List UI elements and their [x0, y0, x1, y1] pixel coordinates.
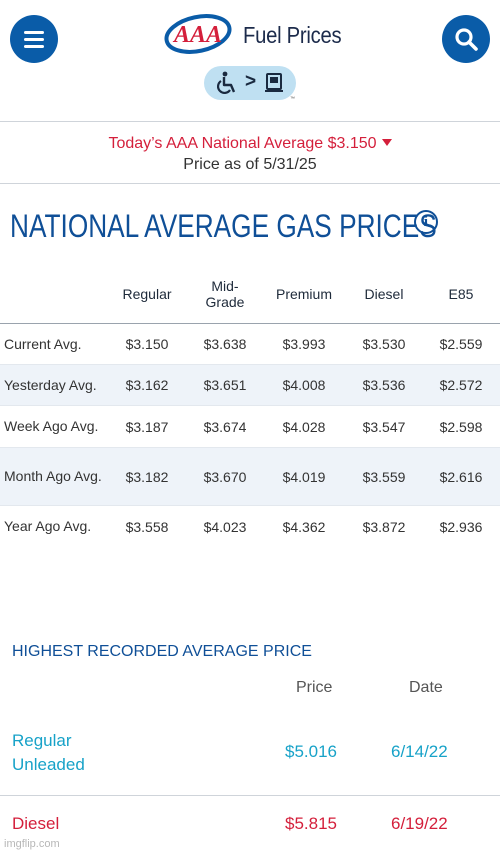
price-cell: $4.019	[282, 468, 326, 485]
price-cell: $2.572	[439, 377, 483, 393]
highest-price: $5.016	[285, 742, 337, 761]
price-cell: $3.536	[362, 377, 406, 393]
search-icon	[455, 28, 478, 51]
hamburger-bar	[24, 45, 44, 48]
price-cell: $2.616	[439, 468, 483, 485]
device-icon	[265, 73, 283, 92]
price-cell: $4.023	[203, 518, 247, 535]
accessibility-separator: >	[245, 71, 257, 92]
price-cell: $3.187	[125, 418, 169, 435]
highest-price: $5.815	[285, 814, 337, 833]
price-cell: $4.028	[282, 418, 326, 435]
row-label: Month Ago Avg.	[4, 468, 102, 484]
search-button[interactable]	[442, 15, 490, 63]
highest-date: 6/14/22	[391, 742, 448, 761]
price-cell: $3.559	[362, 468, 406, 485]
aaa-logo[interactable]: AAA	[160, 10, 238, 58]
price-cell: $3.638	[203, 336, 247, 352]
column-header-diesel: Diesel	[364, 286, 404, 302]
watermark: imgflip.com	[4, 838, 60, 850]
national-average-toggle[interactable]: Today’s AAA National Average $3.150	[0, 135, 500, 153]
app-header: AAA Fuel Prices > ™	[0, 0, 500, 122]
aaa-logo-text: AAA	[172, 22, 222, 48]
price-cell: $3.182	[125, 468, 169, 485]
accessibility-widget[interactable]: > ™	[204, 66, 296, 102]
trademark-symbol: ™	[290, 96, 295, 102]
column-header-e85: E85	[448, 286, 474, 302]
price-cell: $2.598	[439, 418, 483, 435]
section-title: NATIONAL AVERAGE GAS PRICES	[10, 208, 437, 244]
date-column-header: Date	[409, 679, 443, 696]
table-row: Current Avg. $3.150 $3.638 $3.993 $3.530…	[0, 324, 500, 365]
price-cell: $3.150	[125, 336, 169, 352]
table-row: Year Ago Avg. $3.558 $4.023 $4.362 $3.87…	[0, 506, 500, 547]
row-label: Current Avg.	[4, 335, 82, 352]
table-header: Regular Mid-Grade Premium Diesel E85	[0, 264, 500, 324]
price-cell: $3.558	[125, 518, 169, 535]
price-as-of: Price as of 5/31/25	[183, 156, 317, 173]
row-label: Year Ago Avg.	[4, 518, 92, 534]
national-average-banner: Today’s AAA National Average $3.150 Pric…	[0, 122, 500, 184]
highest-recorded-title: HIGHEST RECORDED AVERAGE PRICE	[12, 643, 312, 660]
price-cell: $3.530	[362, 336, 406, 352]
menu-button[interactable]	[10, 15, 58, 63]
caret-down-icon	[381, 139, 392, 146]
table-row: Month Ago Avg. $3.182 $3.670 $4.019 $3.5…	[0, 448, 500, 506]
fuel-type-label: Regular Unleaded	[12, 731, 85, 774]
price-cell: $3.670	[203, 468, 247, 485]
price-cell: $3.993	[282, 336, 326, 352]
hamburger-menu-icon	[24, 31, 44, 34]
price-column-header: Price	[296, 679, 333, 696]
price-cell: $2.559	[439, 336, 483, 352]
column-header-premium: Premium	[275, 286, 332, 302]
price-cell: $3.547	[362, 418, 406, 435]
national-average-text: Today’s AAA National Average $3.150	[108, 135, 377, 152]
highest-date: 6/19/22	[391, 814, 448, 833]
column-header-regular: Regular	[122, 286, 172, 302]
column-header-mid-grade: Mid-Grade	[205, 278, 245, 310]
price-cell: $3.674	[203, 418, 247, 435]
row-label: Yesterday Avg.	[4, 376, 97, 393]
price-table: Regular Mid-Grade Premium Diesel E85 Cur…	[0, 264, 500, 547]
price-cell: $3.162	[125, 377, 169, 393]
page-title: Fuel Prices	[243, 22, 342, 48]
price-cell: $3.651	[203, 377, 247, 393]
table-row: Yesterday Avg. $3.162 $3.651 $4.008 $3.5…	[0, 365, 500, 406]
hamburger-bar	[24, 38, 44, 41]
price-cell: $4.008	[282, 377, 326, 393]
info-icon[interactable]: i	[414, 210, 438, 234]
row-label: Week Ago Avg.	[4, 418, 99, 434]
wheelchair-icon	[216, 71, 236, 95]
table-row: Week Ago Avg. $3.187 $3.674 $4.028 $3.54…	[0, 406, 500, 448]
price-cell: $3.872	[362, 518, 406, 535]
fuel-type-label: Diesel	[12, 814, 60, 833]
price-cell: $4.362	[282, 518, 326, 535]
divider	[0, 795, 500, 796]
price-cell: $2.936	[439, 518, 483, 535]
